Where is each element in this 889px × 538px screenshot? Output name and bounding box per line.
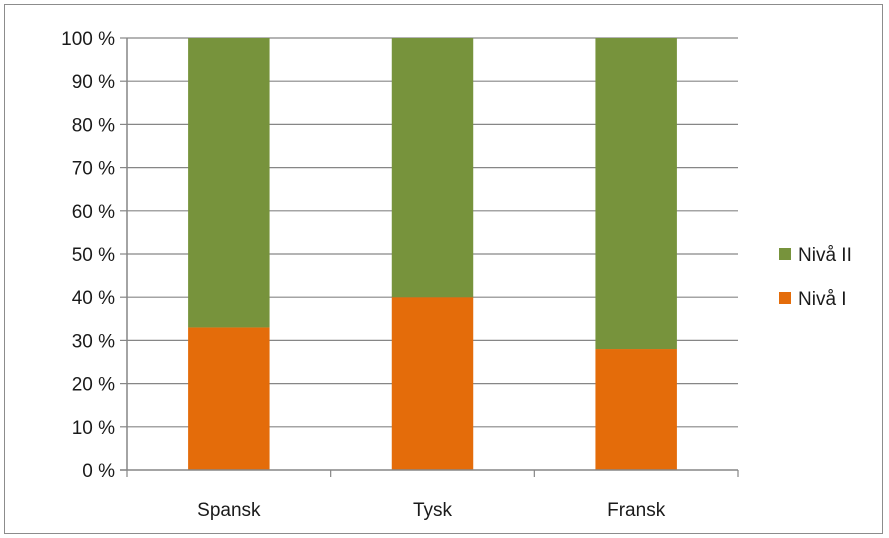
bar-segment (595, 349, 677, 470)
bar-segment (595, 38, 677, 350)
bar-segment (391, 38, 474, 298)
y-tick-label: 50 % (72, 245, 115, 266)
y-tick-label: 20 % (72, 375, 115, 396)
x-tick-labels: Spansk Tysk Fransk (126, 470, 739, 521)
x-tick-label: Spansk (197, 500, 261, 521)
y-tick-label: 80 % (72, 115, 115, 136)
y-tick-label: 30 % (72, 331, 115, 352)
y-tick-label: 0 % (82, 461, 115, 482)
y-tick-label: 100 % (61, 29, 115, 50)
y-tick-label: 90 % (72, 72, 115, 93)
x-tick-label: Tysk (413, 500, 453, 521)
y-tick-label: 10 % (72, 418, 115, 439)
legend-swatch (779, 248, 791, 260)
bars (188, 38, 677, 470)
bar-segment (188, 38, 270, 328)
axes (120, 38, 738, 471)
y-tick-labels: 0 % 10 % 20 % 30 % 40 % 50 % 60 % 70 % 80 % 90 % 1… (61, 29, 115, 482)
x-tick-label: Fransk (607, 500, 666, 521)
legend-label: Nivå I (798, 289, 847, 310)
bar-segment (391, 297, 474, 470)
y-tick-label: 60 % (72, 202, 115, 223)
bar-segment (188, 327, 270, 470)
y-tick-label: 70 % (72, 159, 115, 180)
legend-label: Nivå II (798, 245, 852, 266)
legend-swatch (779, 292, 791, 304)
legend: Nivå II Nivå I (779, 245, 852, 310)
y-tick-label: 40 % (72, 288, 115, 309)
